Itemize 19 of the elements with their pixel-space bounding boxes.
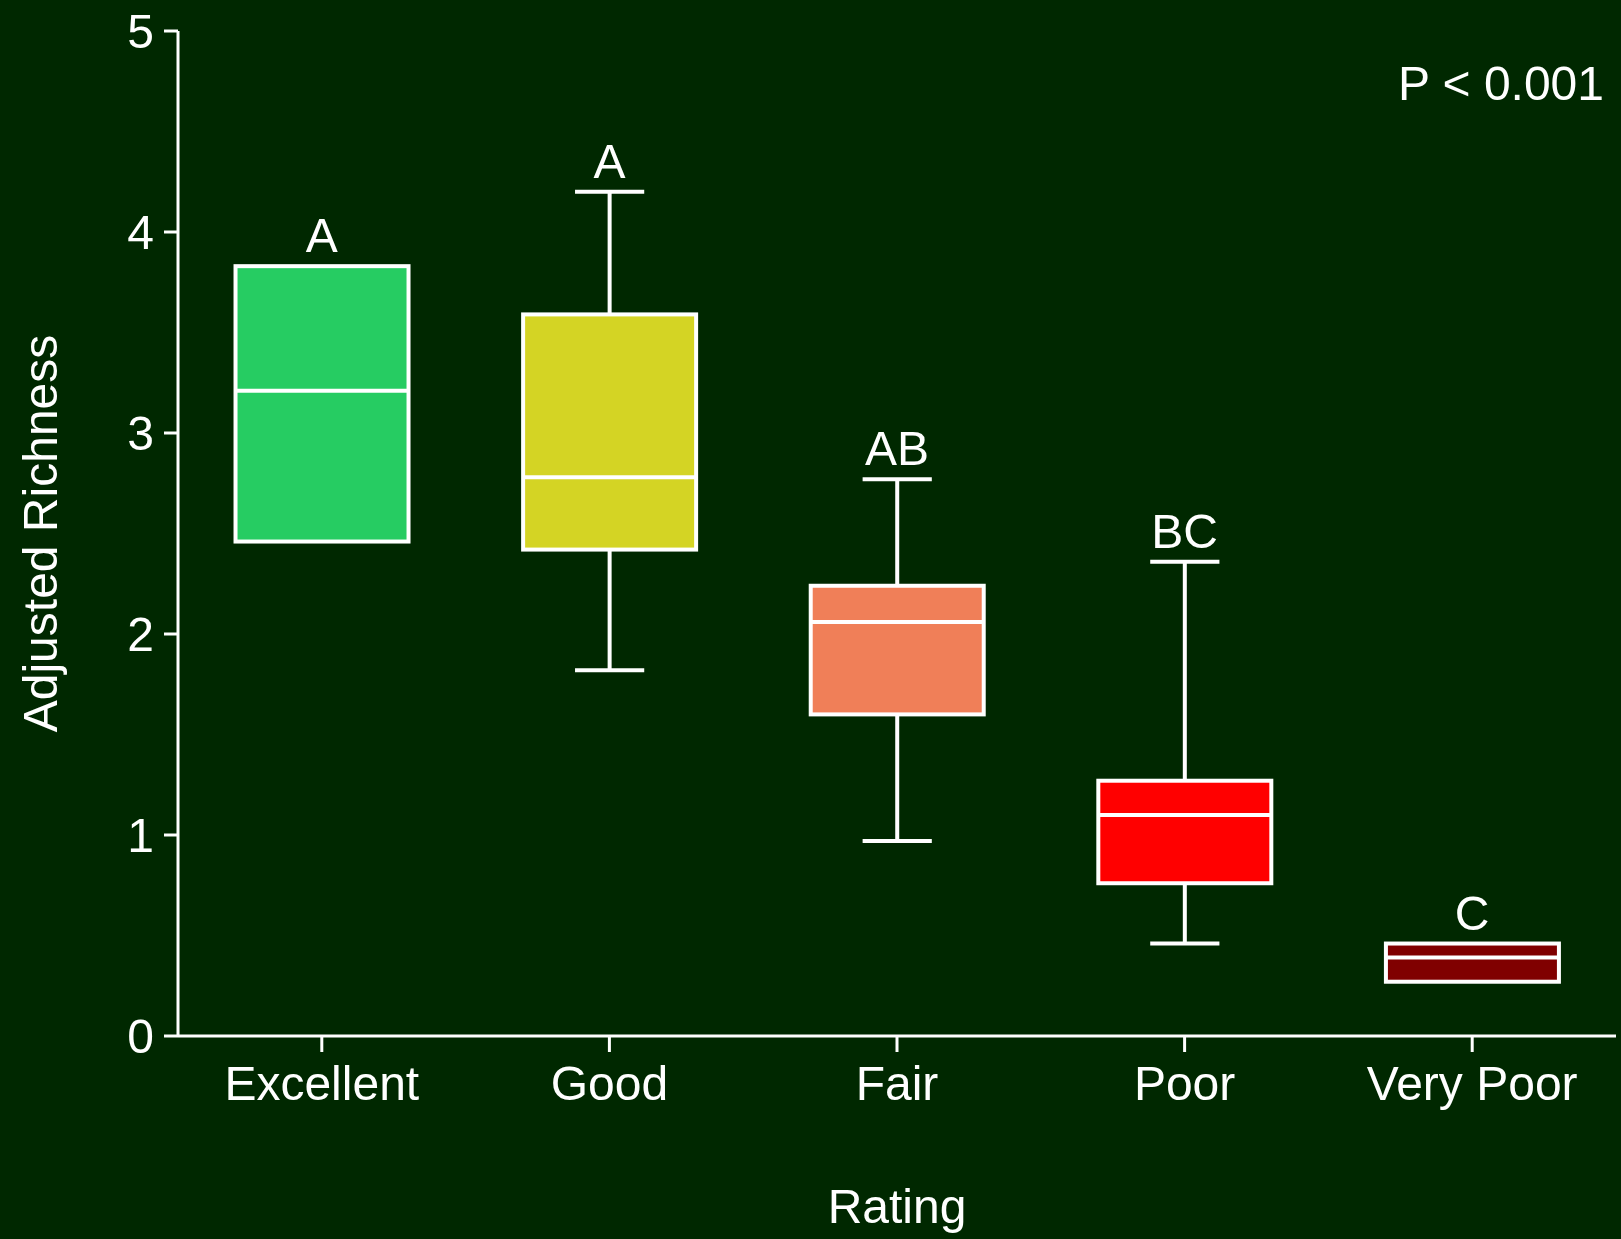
x-tick-label: Very Poor [1366,1057,1578,1111]
annotation: BC [1151,504,1218,558]
annotation: A [305,209,338,263]
y-tick-label: 4 [127,206,154,260]
annotation: A [593,134,626,188]
annotation: P < 0.001 [1398,57,1604,110]
y-tick-label: 5 [127,5,154,59]
y-tick-label: 0 [127,1010,154,1064]
x-tick-label: Poor [1133,1057,1236,1111]
annotation: AB [864,422,930,476]
annotation: C [1454,886,1490,940]
x-axis-title: Rating [827,1180,967,1233]
y-tick-label: 2 [127,608,154,662]
y-tick-label: 3 [127,407,154,461]
y-tick-label: 1 [127,809,154,863]
y-axis-title: Adjusted Richness [14,334,68,733]
x-tick-label: Fair [855,1057,939,1111]
x-tick-label: Good [550,1057,669,1111]
x-tick-label: Excellent [224,1057,420,1111]
